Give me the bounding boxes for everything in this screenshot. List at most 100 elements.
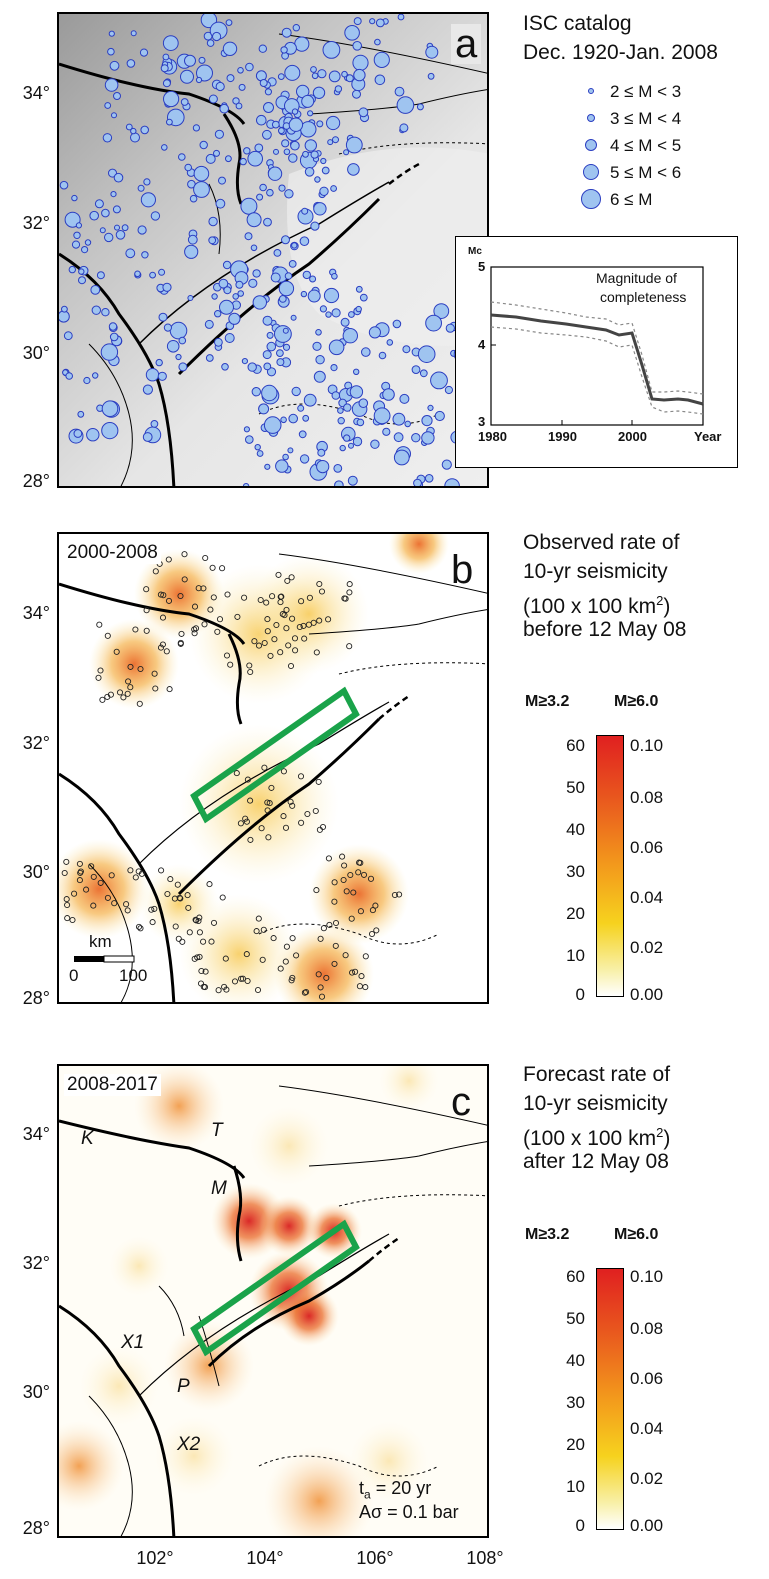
epicenter-marker bbox=[184, 244, 199, 259]
epicenter-marker bbox=[280, 46, 288, 54]
epicenter-marker bbox=[396, 891, 403, 898]
legend-label: 3 ≤ M < 4 bbox=[610, 109, 682, 128]
epicenter-marker bbox=[137, 925, 144, 932]
epicenter-marker bbox=[197, 980, 205, 987]
epicenter-marker bbox=[135, 923, 143, 930]
epicenter-marker bbox=[215, 81, 225, 92]
epicenter-marker bbox=[323, 287, 340, 304]
param-stress: Aσ = 0.1 bar bbox=[359, 1502, 459, 1522]
panel-c-text-1: Forecast rate of bbox=[523, 1063, 671, 1086]
epicenter-marker bbox=[151, 670, 158, 677]
fault-label-k: K bbox=[81, 1128, 94, 1149]
epicenter-marker bbox=[152, 685, 159, 692]
epicenter-marker bbox=[314, 176, 321, 183]
epicenter-marker bbox=[208, 94, 218, 104]
epicenter-marker bbox=[212, 31, 222, 42]
epicenter-marker bbox=[321, 166, 330, 175]
epicenter-marker bbox=[101, 208, 110, 218]
panel-a-title-2: Dec. 1920-Jan. 2008 bbox=[523, 41, 718, 64]
epicenter-marker bbox=[61, 305, 68, 313]
epicenter-marker bbox=[258, 44, 268, 53]
y-tick-34-a: 34° bbox=[22, 83, 50, 103]
map-panel-c: 2008-2017 c K T M X1 P X2 ta = 20 yr Aσ … bbox=[57, 1064, 489, 1538]
x-tick-102: 102° bbox=[136, 1548, 174, 1568]
epicenter-marker bbox=[312, 86, 326, 100]
epicenter-marker bbox=[302, 270, 312, 280]
epicenter-marker bbox=[137, 184, 145, 192]
epicenter-marker bbox=[287, 662, 295, 670]
epicenter-marker bbox=[223, 286, 232, 295]
epicenter-marker bbox=[391, 891, 398, 899]
epicenter-marker bbox=[246, 212, 262, 228]
cb-c-right-tick: 0.08 bbox=[630, 1319, 664, 1338]
epicenter-marker bbox=[178, 336, 187, 345]
epicenter-marker bbox=[328, 70, 341, 83]
epicenter-marker bbox=[280, 813, 287, 820]
epicenter-marker bbox=[191, 603, 199, 610]
epicenter-marker bbox=[110, 191, 117, 198]
inset-y-tick-5: 5 bbox=[478, 259, 486, 274]
epicenter-marker bbox=[325, 855, 332, 862]
epicenter-marker bbox=[282, 958, 289, 965]
y-tick-28-a: 28° bbox=[22, 471, 50, 491]
epicenter-marker bbox=[73, 231, 81, 240]
epicenter-marker bbox=[340, 876, 347, 884]
epicenter-marker bbox=[247, 362, 257, 372]
param-ta: ta = 20 yr bbox=[359, 1478, 432, 1502]
epicenter-marker bbox=[375, 18, 385, 28]
y-tick-32-c: 32° bbox=[22, 1253, 50, 1273]
epicenter-marker bbox=[261, 764, 268, 771]
inset-x-title: Year bbox=[694, 429, 722, 444]
epicenter-marker bbox=[281, 612, 288, 619]
epicenter-marker bbox=[434, 410, 445, 422]
epicenter-marker bbox=[200, 585, 207, 592]
x-tick-108: 108° bbox=[466, 1548, 504, 1568]
epicenter-marker bbox=[393, 432, 404, 443]
epicenter-marker bbox=[290, 140, 300, 151]
epicenter-marker bbox=[343, 149, 350, 156]
epicenter-marker bbox=[177, 640, 184, 647]
epicenter-marker bbox=[224, 591, 231, 598]
cb-c-left-tick: 50 bbox=[566, 1309, 585, 1328]
epicenter-marker bbox=[397, 14, 405, 21]
epicenter-marker bbox=[205, 153, 216, 164]
epicenter-marker bbox=[302, 414, 310, 422]
legend-marker-icon bbox=[581, 189, 601, 209]
epicenter-marker bbox=[244, 232, 253, 241]
y-tick-28-b: 28° bbox=[22, 988, 50, 1008]
epicenter-marker bbox=[259, 183, 267, 192]
epicenter-marker bbox=[206, 881, 213, 888]
epicenter-marker bbox=[341, 70, 348, 78]
epicenter-marker bbox=[192, 124, 200, 132]
epicenter-marker bbox=[291, 108, 299, 115]
epicenter-marker bbox=[247, 668, 254, 676]
epicenter-marker bbox=[313, 649, 320, 656]
epicenter-marker bbox=[331, 898, 338, 905]
panel-letter-c: c bbox=[451, 1080, 471, 1124]
epicenter-marker bbox=[280, 768, 287, 775]
epicenter-marker bbox=[421, 431, 435, 445]
epicenter-marker bbox=[83, 886, 90, 893]
epicenter-marker bbox=[268, 784, 275, 791]
epicenter-marker bbox=[112, 205, 121, 214]
epicenter-marker bbox=[303, 988, 310, 996]
epicenter-marker bbox=[125, 678, 132, 685]
epicenter-marker bbox=[127, 684, 134, 691]
x-tick-106: 106° bbox=[356, 1548, 394, 1568]
epicenter-marker bbox=[142, 384, 154, 395]
epicenter-marker bbox=[235, 280, 244, 289]
epicenter-marker bbox=[76, 877, 83, 884]
epicenter-marker bbox=[83, 376, 91, 385]
epicenter-marker bbox=[101, 422, 119, 440]
epicenter-marker bbox=[444, 385, 453, 395]
epicenter-marker bbox=[327, 139, 334, 146]
epicenter-marker bbox=[59, 180, 69, 190]
epicenter-marker bbox=[296, 623, 303, 631]
epicenter-marker bbox=[113, 92, 121, 100]
epicenter-marker bbox=[180, 98, 189, 106]
epicenter-marker bbox=[237, 820, 244, 827]
epicenter-marker bbox=[259, 956, 266, 963]
epicenter-marker bbox=[247, 797, 254, 804]
epicenter-marker bbox=[278, 184, 286, 192]
epicenter-marker bbox=[373, 407, 391, 425]
